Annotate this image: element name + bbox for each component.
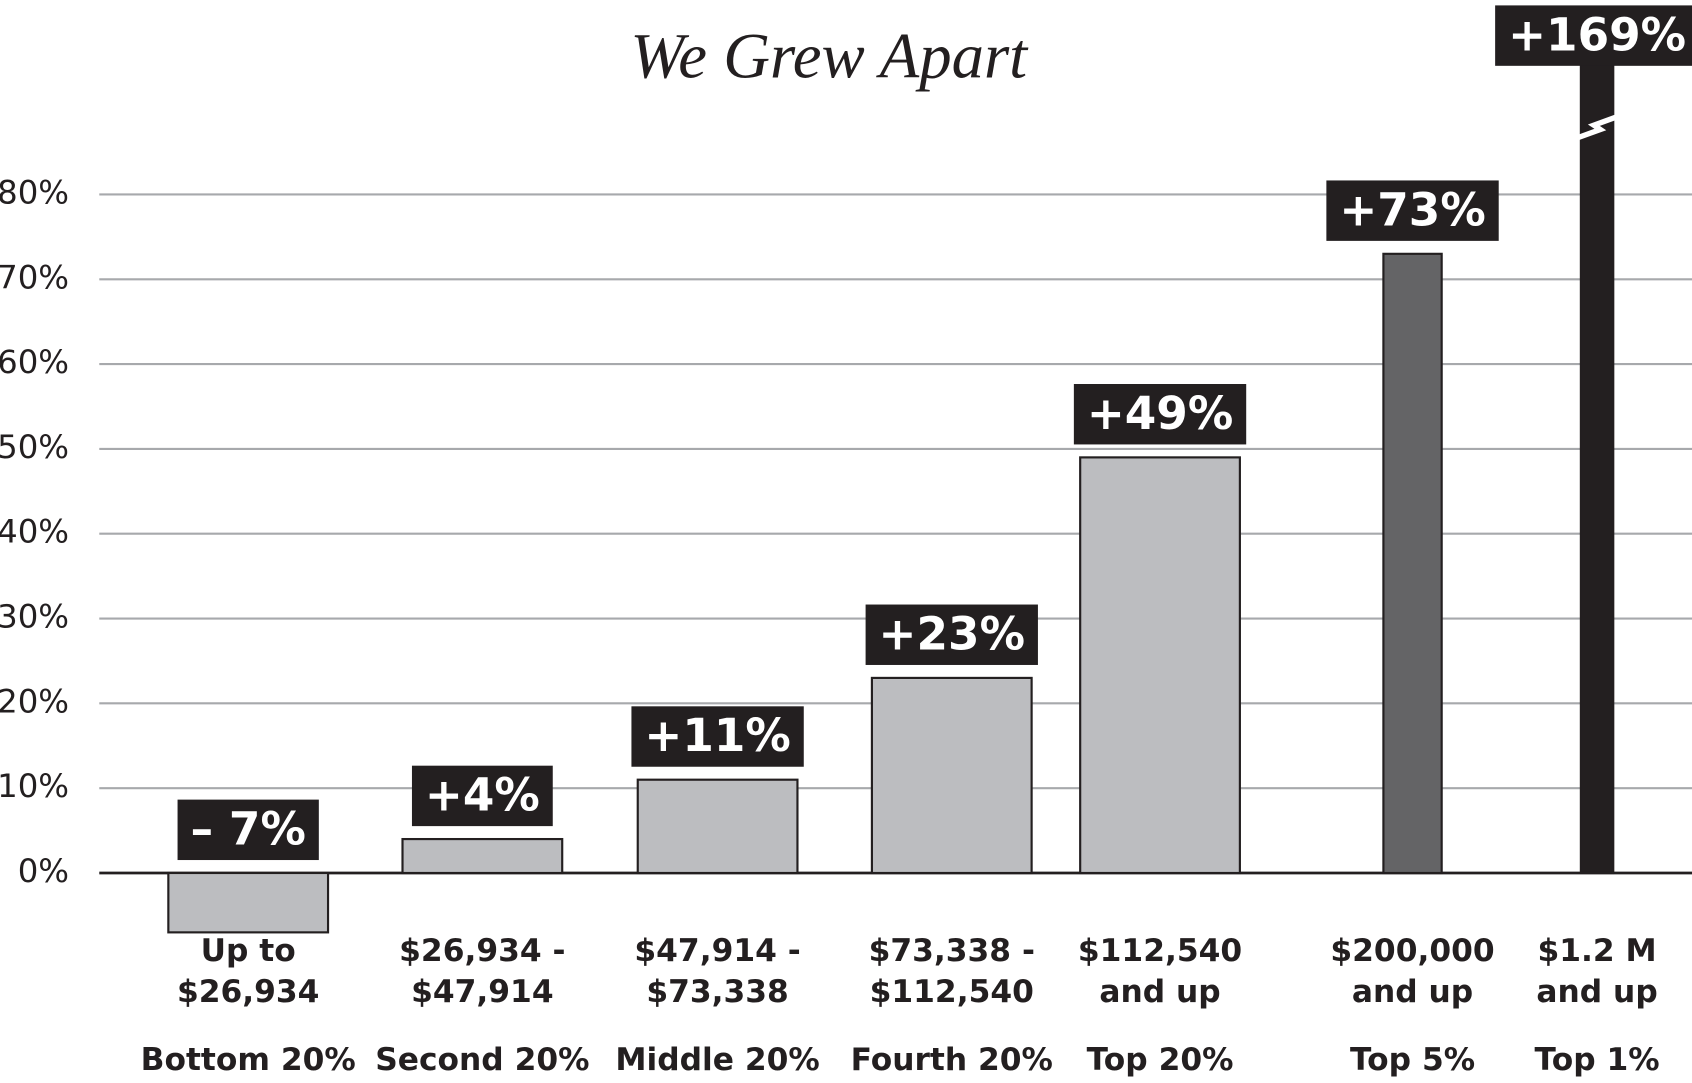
x-tick-label: $200,000 [1330, 933, 1494, 969]
bar [1579, 23, 1615, 875]
x-tick-label: $26,934 [177, 974, 319, 1010]
value-label-box [1326, 180, 1499, 241]
value-label-box [865, 604, 1038, 665]
x-tick-label: $73,338 [646, 974, 788, 1010]
group-label: Second 20% [375, 1042, 589, 1078]
y-tick-label: 20% [0, 682, 69, 720]
axis-break [1575, 114, 1619, 141]
x-tick-label: and up [1352, 974, 1473, 1010]
chart-title: We Grew Apart [630, 20, 1029, 92]
bar [1079, 456, 1241, 875]
x-tick-label: $47,914 [411, 974, 553, 1010]
value-label: +169% [1508, 8, 1686, 61]
bar [401, 837, 564, 875]
y-tick-label: 70% [0, 258, 69, 296]
y-tick-label: 10% [0, 767, 69, 805]
y-tick-label: 40% [0, 513, 69, 551]
x-tick-label: and up [1536, 974, 1657, 1010]
x-tick-label: $47,914 - [634, 933, 800, 969]
value-label-box [411, 765, 553, 827]
bar [636, 778, 799, 875]
y-tick-label: 30% [0, 598, 69, 636]
x-tick-label: $112,540 [870, 974, 1034, 1010]
bars [167, 23, 1615, 934]
bar [1382, 252, 1443, 875]
value-label-box [1495, 5, 1692, 66]
x-tick-label: $73,338 - [869, 933, 1035, 969]
value-label: – 7% [191, 802, 306, 855]
value-label: +23% [879, 607, 1025, 660]
group-label: Middle 20% [615, 1042, 819, 1078]
x-tick-label: $1.2 M [1537, 933, 1656, 969]
value-label: +49% [1087, 387, 1233, 440]
group-label: Top 1% [1535, 1042, 1660, 1078]
group-label: Bottom 20% [141, 1042, 356, 1078]
group-label: Fourth 20% [851, 1042, 1053, 1078]
value-label: +11% [644, 709, 790, 762]
chart-body: We Grew Apart 0% 10% 20% 30% 40% 50% 60% 70% 80%… [0, 5, 1692, 1078]
x-tick-label: and up [1099, 974, 1220, 1010]
value-label: +4% [425, 769, 540, 822]
y-tick-label: 60% [0, 343, 69, 381]
value-label-box [177, 799, 319, 861]
group-label: Top 20% [1087, 1042, 1234, 1078]
x-tick-label: Up to [201, 933, 296, 969]
bar [870, 676, 1033, 875]
value-label-box [631, 706, 804, 767]
y-tick-label: 50% [0, 428, 69, 466]
y-tick-label: 80% [0, 173, 69, 211]
x-tick-label: $26,934 - [399, 933, 565, 969]
value-label: +73% [1339, 183, 1485, 236]
group-label: Top 5% [1350, 1042, 1475, 1078]
y-tick-label: 0% [18, 852, 69, 890]
x-tick-label: $112,540 [1078, 933, 1242, 969]
value-label-box [1073, 384, 1247, 445]
bar [167, 871, 330, 934]
